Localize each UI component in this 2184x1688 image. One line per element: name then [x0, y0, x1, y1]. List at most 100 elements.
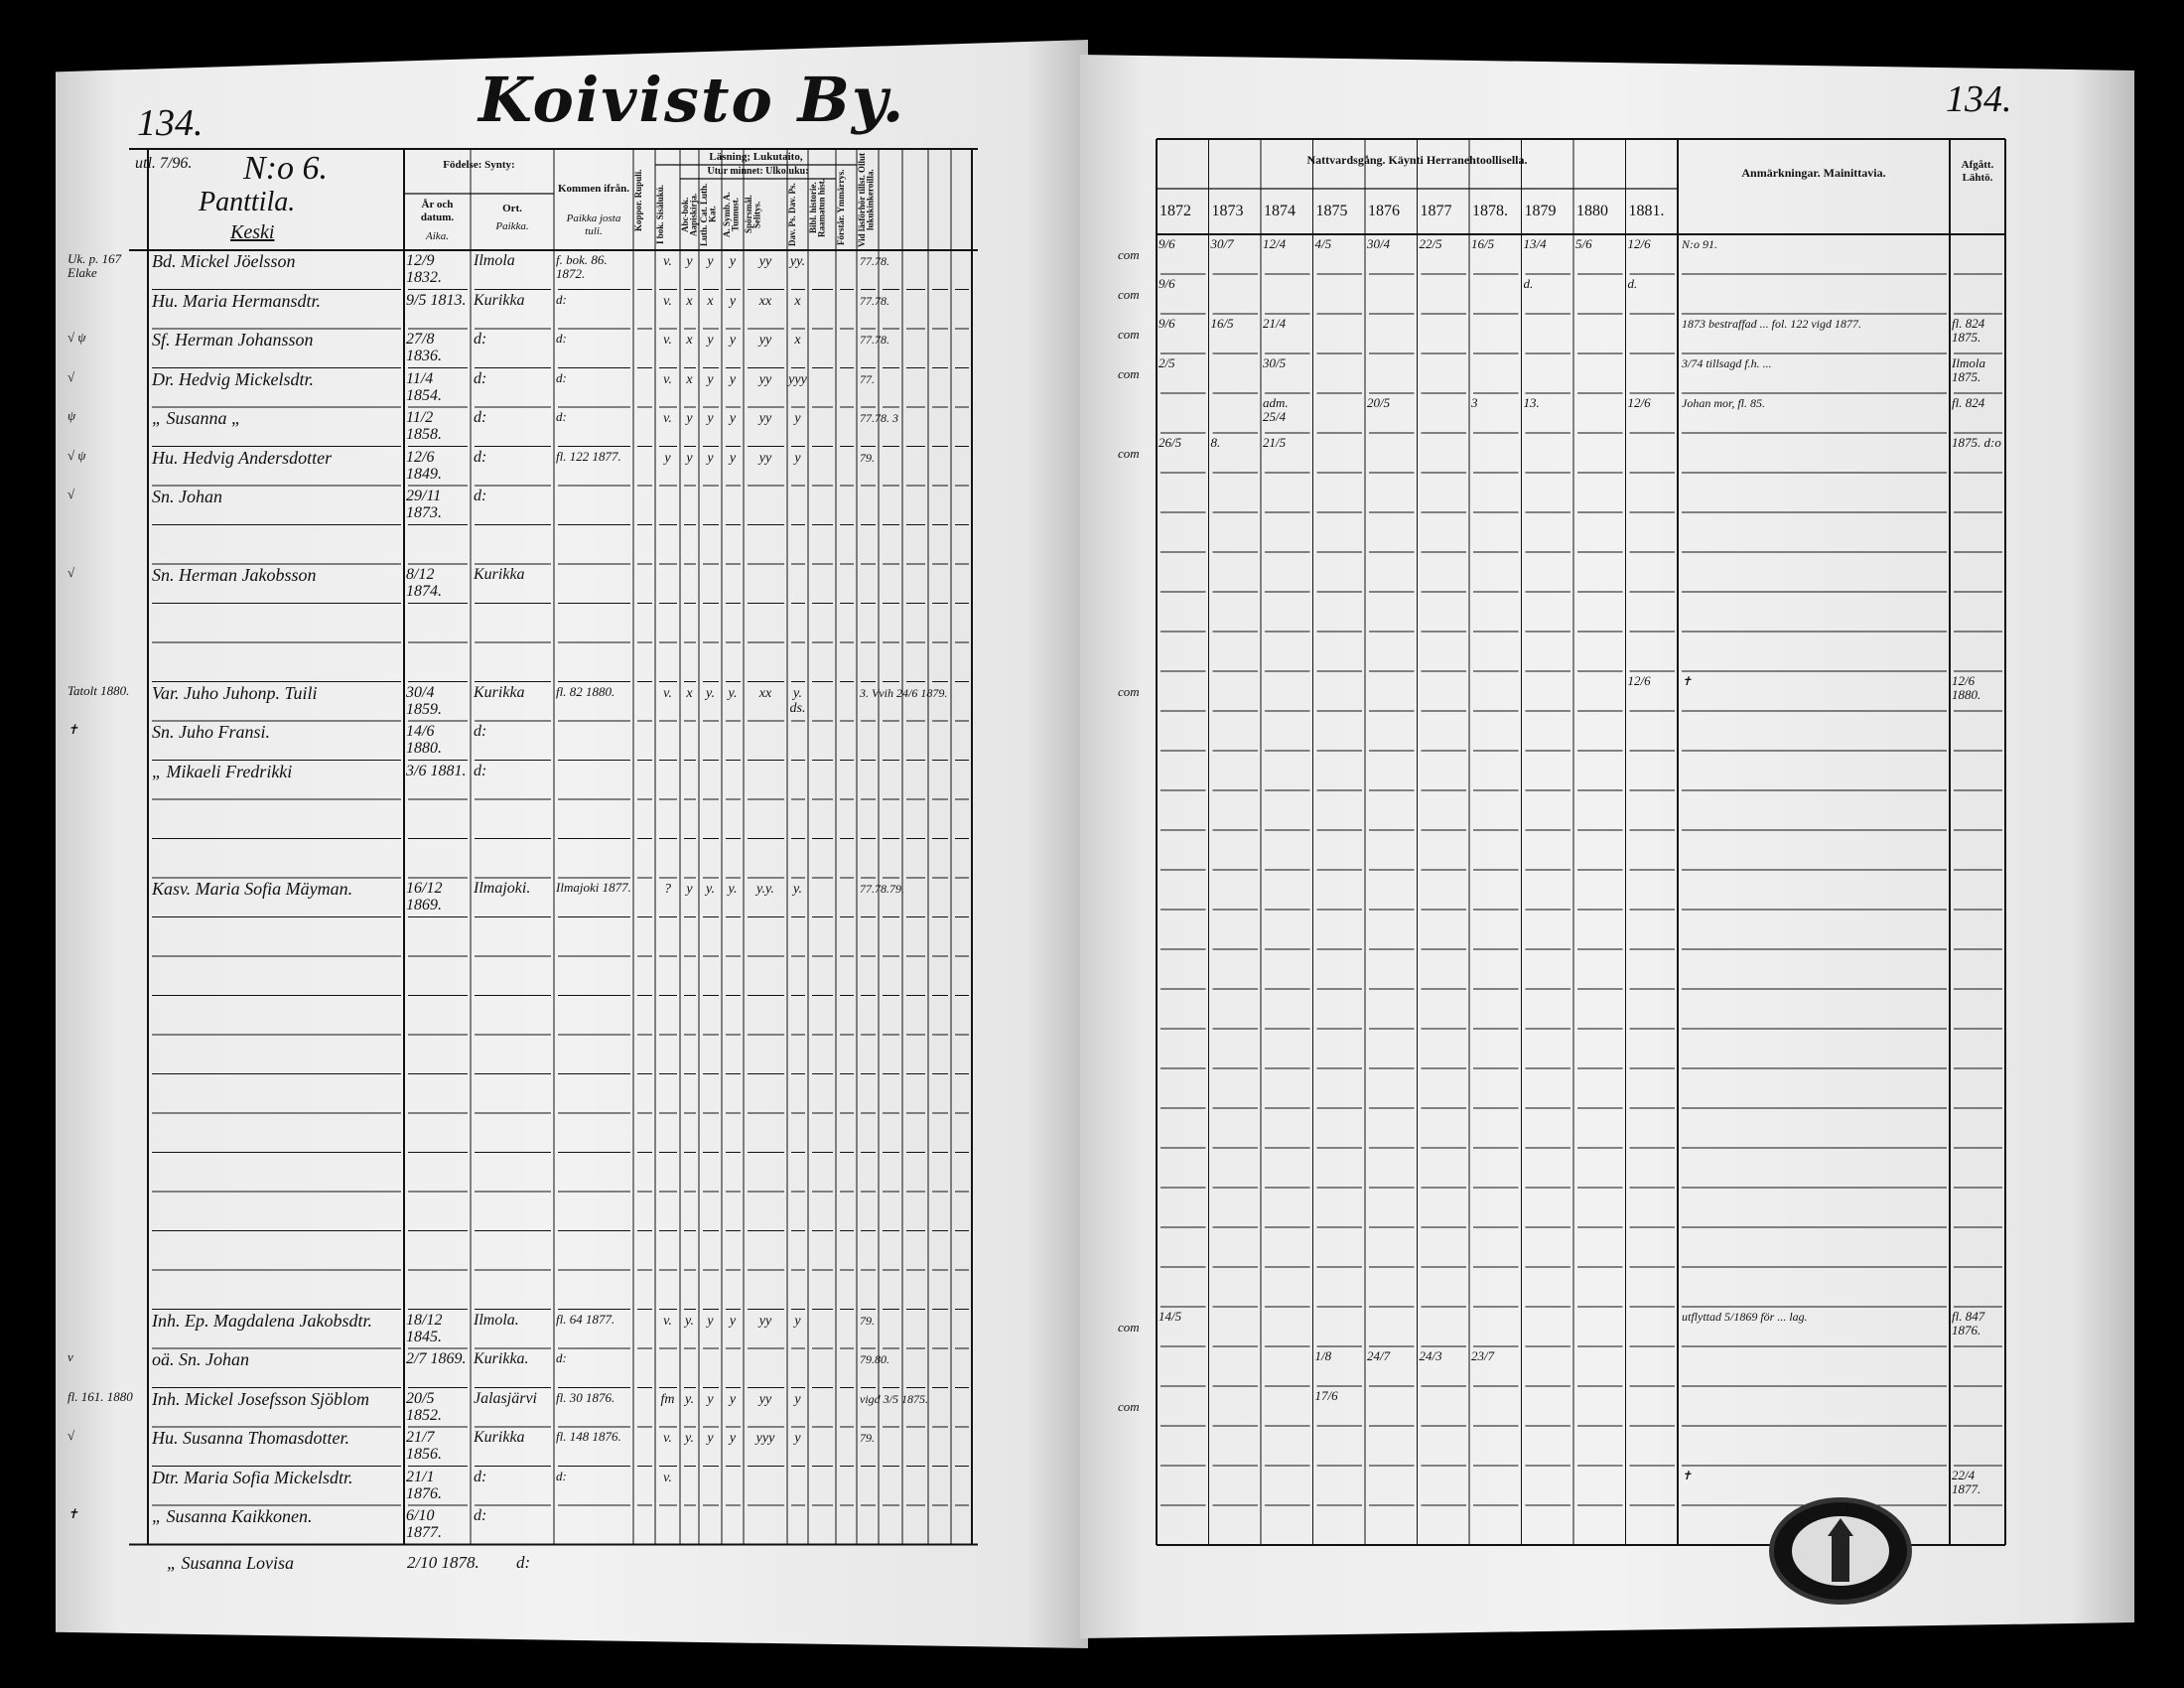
birth-place: Ilmola [474, 252, 515, 269]
reading-mark: yyy [788, 371, 807, 387]
came-from: fl. 82 1880. [556, 683, 615, 699]
reading-mark: y [729, 1431, 737, 1446]
header-catechism: Luth. Cat. Luth. Kat. [699, 183, 718, 246]
remark: ✝ [1682, 674, 1693, 688]
came-from: Ilmajoki 1877. [556, 880, 631, 895]
reading-mark: y [729, 254, 737, 269]
birth-place: d: [474, 762, 487, 779]
communion-prefix: com [1118, 446, 1140, 461]
reading-mark: yy [758, 1391, 772, 1407]
margin-note: Tatolt 1880. [68, 682, 130, 698]
reading-mark: y. ds. [789, 685, 806, 716]
church-icon [1832, 1534, 1849, 1582]
communion-date: 16/5 [1471, 236, 1495, 251]
reading-mark: x [686, 371, 693, 387]
left-page-number: 134. [137, 102, 204, 144]
communion-date: 3 [1471, 395, 1478, 410]
birth-place: Kurikka [474, 291, 525, 309]
reading-mark: v. [663, 371, 672, 387]
below-table-place: d: [516, 1553, 531, 1572]
birth-place: Ilmajoki. [474, 880, 531, 897]
header-symbols: A. Symb. A. Tunnust. [722, 192, 741, 237]
communion-date: 17/6 [1314, 1388, 1338, 1403]
reading-mark: v. [663, 254, 672, 269]
person-name: Sn. Johan [152, 487, 222, 506]
reading-mark: y [794, 1391, 801, 1407]
departed-note: fl. 824 [1952, 395, 1985, 410]
birth-date: 3/6 1881. [406, 762, 467, 779]
archive-seal-stamp [1769, 1497, 1912, 1605]
header-year: 1880 [1576, 203, 1608, 219]
reading-mark: y [729, 371, 737, 387]
reading-mark: yy [758, 371, 772, 387]
examination-note: vigd 3/5 1875. [860, 1391, 928, 1406]
birth-place: d: [474, 488, 487, 504]
right-page [1080, 55, 2134, 1638]
came-from: d: [556, 331, 567, 346]
header-year: 1875 [1315, 203, 1348, 219]
reading-mark: yy [758, 1313, 772, 1329]
reading-mark: ? [664, 882, 671, 897]
birth-place: d: [474, 723, 487, 740]
margin-note: √ ψ [68, 330, 86, 345]
communion-date: 23/7 [1471, 1348, 1495, 1363]
left-page [56, 40, 1088, 1648]
household-number: N:o 6. [243, 150, 328, 187]
communion-date: 24/7 [1367, 1348, 1391, 1363]
reading-mark: v. [663, 333, 672, 348]
birth-date: 8/12 1874. [406, 566, 442, 600]
birth-place: d: [474, 409, 487, 426]
reading-mark: y [794, 411, 801, 426]
person-name: Bd. Mickel Jöelsson [152, 251, 296, 271]
reading-mark: y [707, 1313, 714, 1329]
person-name: oä. Sn. Johan [152, 1349, 249, 1369]
header-came-from: Kommen ifrån. [557, 183, 630, 195]
examination-note: 79. [860, 1313, 875, 1328]
communion-date: d. [1523, 276, 1534, 291]
remark: 3/74 tillsagd f.h. ... [1682, 356, 1772, 370]
communion-date: 12/4 [1263, 236, 1287, 251]
header-birth-year: År och datum. [420, 199, 455, 223]
communion-date: 24/3 [1419, 1348, 1442, 1363]
examination-note: 3. Vvih 24/6 1879. [860, 685, 948, 700]
person-name: Kasv. Maria Sofia Mäyman. [152, 879, 353, 899]
communion-date: 12/6 [1627, 395, 1651, 410]
communion-date: 2/5 [1159, 355, 1175, 370]
margin-note: ✝ [68, 1506, 78, 1521]
reading-mark: y. [685, 1431, 694, 1446]
birth-date: 6/10 1877. [406, 1507, 442, 1541]
header-birth-place: Ort. [502, 203, 522, 214]
margin-note: √ [68, 1428, 75, 1443]
header-understands: Förstår. Ymmärrys. [836, 169, 846, 246]
examination-note: 77.78.79. [860, 882, 904, 896]
examination-note: 77.78. [860, 333, 889, 347]
person-name: Var. Juho Juhonp. Tuili [152, 682, 318, 703]
reading-mark: y.y. [756, 882, 774, 897]
header-year: 1878. [1472, 203, 1508, 219]
birth-date: 14/6 1880. [406, 723, 442, 757]
communion-date: 12/6 [1627, 673, 1651, 688]
reading-mark: v. [663, 685, 672, 701]
header-examinations: Vid läsförhör tillst. Ollut lukukinkeroi… [857, 152, 876, 247]
departed-note: 22/4 1877. [1952, 1468, 1981, 1496]
household-annotation: utl. 7/96. [135, 155, 193, 172]
person-name: Dtr. Maria Sofia Mickelsdtr. [152, 1467, 353, 1487]
reading-mark: y. [706, 685, 715, 701]
reading-mark: y. [728, 685, 738, 701]
reading-mark: v. [663, 411, 672, 426]
reading-mark: y [686, 882, 693, 897]
reading-mark: y. [685, 1313, 694, 1329]
reading-mark: y [686, 450, 693, 466]
communion-date: d. [1627, 276, 1638, 291]
reading-mark: y. [728, 882, 738, 897]
reading-mark: y. [793, 882, 802, 897]
reading-mark: y [729, 1391, 737, 1407]
reading-mark: x [686, 333, 693, 348]
header-book: I bok. Sisälukú. [655, 184, 665, 245]
reading-mark: y [794, 450, 801, 466]
birth-place: d: [474, 331, 487, 348]
header-abc: Abc-bok. Aapiskirja. [680, 193, 699, 236]
right-page-number: 134. [1946, 78, 2012, 120]
examination-note: 77.78. 3 [860, 411, 898, 425]
reading-mark: y. [685, 1391, 694, 1407]
